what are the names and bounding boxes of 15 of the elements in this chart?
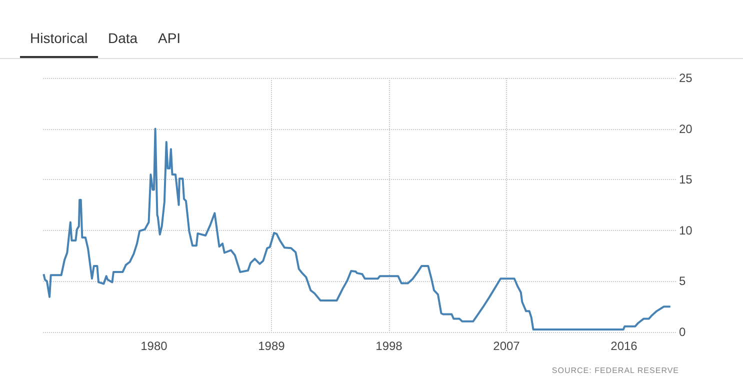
x-tick-label: 2007 [493,339,520,353]
y-tick-label: 20 [679,122,693,136]
x-tick-label: 1998 [376,339,403,353]
y-tick-label: 10 [679,223,693,238]
x-tick-label: 2016 [610,339,638,353]
y-tick-label: 0 [679,325,686,339]
x-tick-label: 1980 [140,339,168,353]
text: Historical [20,30,98,58]
text: Data [108,30,138,46]
y-tick-label: 15 [679,172,693,187]
y-tick-label: 25 [679,71,693,85]
x-tick-label: 1989 [258,339,286,353]
y-tick-label: 5 [679,274,686,288]
source-note: SOURCE: FEDERAL RESERVE [552,366,679,375]
text: API [158,30,181,46]
